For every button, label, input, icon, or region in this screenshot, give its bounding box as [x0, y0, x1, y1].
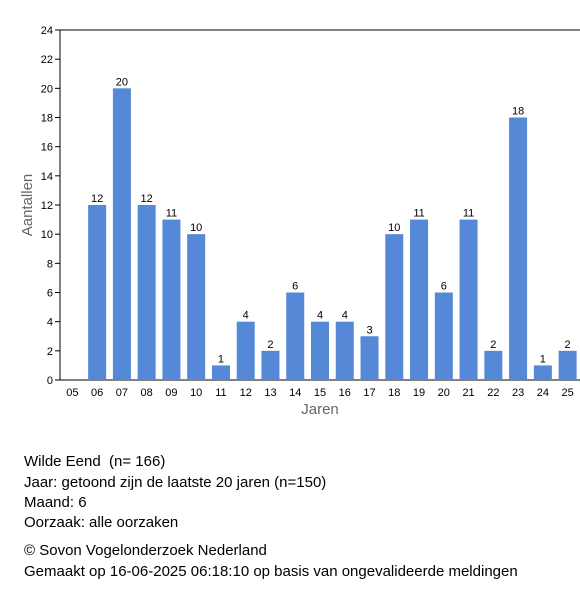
bar: [410, 219, 429, 380]
bar: [360, 336, 379, 380]
data-label: 2: [267, 339, 273, 351]
bar: [88, 205, 107, 380]
data-label: 12: [91, 193, 103, 205]
data-label: 4: [317, 310, 323, 322]
bar: [187, 234, 206, 380]
bar: [162, 219, 181, 380]
bar: [533, 365, 552, 380]
bar: [211, 365, 230, 380]
data-label: 2: [565, 339, 571, 351]
bar: [558, 350, 577, 380]
data-label: 4: [243, 310, 249, 322]
bar: [137, 205, 156, 380]
info-line: Jaar: getoond zijn de laatste 20 jaren (…: [24, 474, 327, 491]
bar: [484, 350, 503, 380]
y-tick-label: 6: [47, 288, 53, 300]
y-tick-label: 2: [47, 346, 53, 358]
x-tick-label: 10: [190, 387, 202, 399]
y-axis-label: Aantallen: [19, 174, 36, 237]
data-label: 4: [342, 310, 348, 322]
bar: [261, 350, 280, 380]
bar: [286, 292, 305, 380]
bar: [311, 321, 329, 380]
credit-line: Gemaakt op 16-06-2025 06:18:10 op basis …: [24, 563, 518, 580]
bar: [112, 88, 131, 380]
data-label: 11: [413, 208, 424, 220]
data-label: 10: [190, 222, 202, 234]
x-tick-label: 12: [240, 387, 252, 399]
bar: [335, 321, 354, 380]
credit-line: © Sovon Vogelonderzoek Nederland: [24, 542, 267, 559]
x-tick-label: 16: [339, 387, 351, 399]
data-label: 10: [388, 222, 400, 234]
bar: [434, 292, 453, 380]
data-label: 18: [512, 106, 524, 118]
bar: [236, 321, 255, 380]
x-tick-label: 09: [165, 387, 177, 399]
data-label: 1: [540, 353, 546, 365]
x-tick-label: 23: [512, 387, 524, 399]
data-label: 2: [490, 339, 496, 351]
x-tick-label: 22: [487, 387, 499, 399]
x-tick-label: 18: [388, 387, 400, 399]
bar: [509, 117, 528, 380]
y-tick-label: 18: [41, 113, 53, 125]
x-tick-label: 25: [561, 387, 573, 399]
info-line: Oorzaak: alle oorzaken: [24, 514, 179, 531]
y-tick-label: 22: [41, 54, 53, 66]
x-tick-label: 17: [363, 387, 375, 399]
data-label: 1: [218, 353, 224, 365]
y-tick-label: 4: [47, 317, 53, 329]
info-line: Maand: 6: [24, 494, 87, 511]
data-label: 11: [166, 208, 177, 220]
data-label: 6: [292, 281, 298, 293]
x-tick-label: 06: [91, 387, 103, 399]
bar: [459, 219, 478, 380]
x-tick-label: 14: [289, 387, 301, 399]
y-tick-label: 14: [41, 171, 53, 183]
data-label: 3: [366, 324, 372, 336]
x-tick-label: 07: [116, 387, 128, 399]
bar: [385, 234, 404, 380]
y-tick-label: 12: [41, 200, 53, 212]
x-axis-label: Jaren: [301, 401, 339, 418]
data-label: 6: [441, 281, 447, 293]
x-tick-label: 19: [413, 387, 425, 399]
data-label: 12: [141, 193, 153, 205]
x-tick-label: 05: [66, 387, 78, 399]
y-tick-label: 24: [41, 25, 53, 37]
y-tick-label: 20: [41, 83, 53, 95]
x-tick-label: 08: [141, 387, 153, 399]
x-tick-label: 21: [462, 387, 474, 399]
x-tick-label: 15: [314, 387, 326, 399]
x-tick-label: 13: [264, 387, 276, 399]
x-tick-label: 20: [438, 387, 450, 399]
data-label: 11: [463, 208, 474, 220]
y-tick-label: 16: [41, 142, 53, 154]
x-tick-label: 11: [215, 387, 226, 399]
y-tick-label: 10: [41, 229, 53, 241]
x-tick-label: 24: [537, 387, 549, 399]
y-tick-label: 0: [47, 375, 53, 387]
info-line: Wilde Eend (n= 166): [24, 453, 166, 470]
y-tick-label: 8: [47, 258, 53, 270]
data-label: 20: [116, 76, 128, 88]
